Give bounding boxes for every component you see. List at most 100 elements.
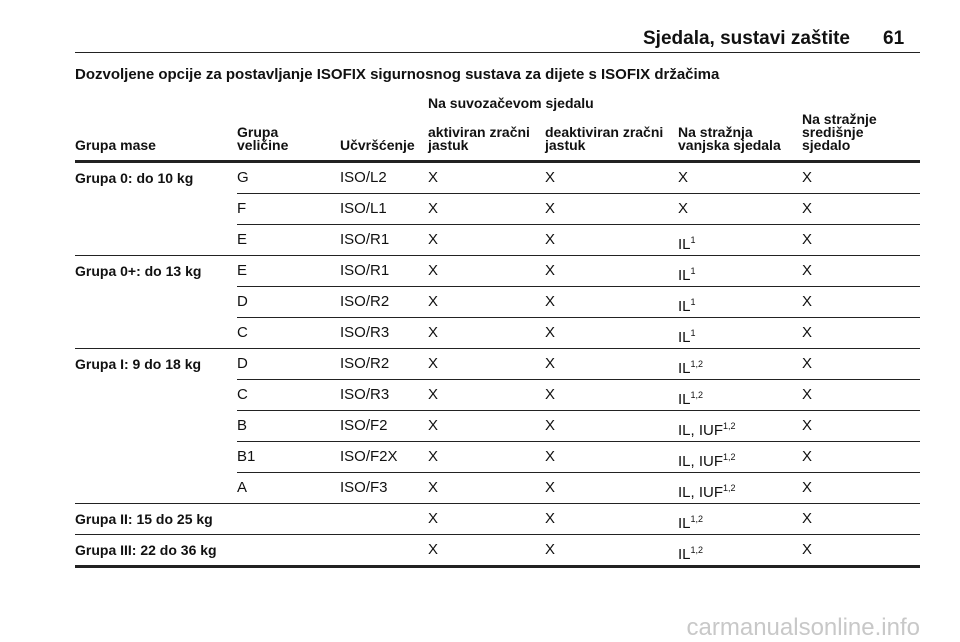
table-cell: X (802, 293, 813, 310)
table-cell: C (237, 386, 248, 403)
table-cell: X (545, 541, 556, 558)
table-cell: X (428, 262, 439, 279)
footnote-ref: 1,2 (723, 421, 736, 431)
cell-text: IL, IUF (678, 422, 724, 439)
table-cell: ISO/R3 (340, 324, 390, 341)
table-cell: E (237, 231, 248, 248)
column-header: Na stražnje središnje sjedalo (802, 111, 877, 153)
group-name: Grupa III: 22 do 36 kg (75, 542, 217, 558)
table-cell: X (545, 200, 556, 217)
table-cell: ISO/R1 (340, 231, 390, 248)
table-cell: E (237, 262, 248, 279)
table-cell: X (428, 386, 439, 403)
table-cell: X (545, 417, 556, 434)
table-cell: ISO/F3 (340, 479, 388, 496)
row-rule (237, 379, 920, 380)
table-cell: IL1,2 (678, 541, 703, 564)
column-header: Grupa mase (75, 137, 156, 153)
footnote-ref: 1,2 (723, 452, 736, 462)
row-rule (237, 472, 920, 473)
column-header: Na stražnja vanjska sjedala (678, 124, 781, 153)
table-cell: X (428, 510, 439, 527)
row-rule (237, 410, 920, 411)
column-header: aktiviran zračni jastuk (428, 124, 530, 153)
table-cell: X (802, 541, 813, 558)
table-cell: ISO/L1 (340, 200, 387, 217)
column-header: Učvršćenje (340, 137, 415, 153)
cell-text: IL (678, 329, 691, 346)
footnote-ref: 1,2 (690, 390, 704, 400)
table-cell: X (545, 293, 556, 310)
table-cell: X (428, 293, 439, 310)
table-cell: X (802, 262, 813, 279)
table-bottom-rule (75, 565, 920, 568)
table-cell: IL1 (678, 324, 696, 347)
cell-text: IL (678, 236, 691, 253)
table-cell: D (237, 293, 248, 310)
table-cell: X (802, 169, 813, 186)
footnote-ref: 1,2 (690, 359, 704, 369)
table-cell: IL1,2 (678, 355, 703, 378)
table-cell: IL1 (678, 231, 696, 254)
table-cell: IL, IUF1,2 (678, 417, 736, 440)
table-cell: X (545, 448, 556, 465)
group-name: Grupa II: 15 do 25 kg (75, 511, 213, 527)
footnote-ref: 1 (690, 266, 696, 276)
table-cell: X (428, 355, 439, 372)
page-number: 61 (883, 28, 905, 49)
column-header: Grupa veličine (237, 124, 289, 153)
table-title: Dozvoljene opcije za postavljanje ISOFIX… (75, 66, 720, 83)
row-rule (75, 534, 920, 535)
footnote-ref: 1,2 (690, 545, 704, 555)
table-cell: X (545, 324, 556, 341)
footnote-ref: 1 (690, 235, 696, 245)
cell-text: IL (678, 360, 691, 377)
group-name: Grupa 0: do 10 kg (75, 170, 194, 186)
table-cell: X (678, 169, 689, 186)
table-cell: X (802, 386, 813, 403)
table-cell: A (237, 479, 248, 496)
row-rule (237, 317, 920, 318)
cell-text: IL (678, 391, 691, 408)
table-cell: X (428, 324, 439, 341)
cell-text: IL (678, 515, 691, 532)
header-rule-thick (75, 160, 920, 163)
table-cell: X (545, 386, 556, 403)
table-cell: X (545, 169, 556, 186)
table-cell: IL1 (678, 293, 696, 316)
row-rule (237, 193, 920, 194)
table-cell: X (428, 448, 439, 465)
table-cell: F (237, 200, 247, 217)
cell-text: IL, IUF (678, 484, 724, 501)
group-name: Grupa I: 9 do 18 kg (75, 356, 202, 372)
table-cell: D (237, 355, 248, 372)
table-cell: X (545, 262, 556, 279)
row-rule (75, 255, 920, 256)
table-cell: X (428, 200, 439, 217)
table-cell: X (802, 479, 813, 496)
header-rule (75, 52, 920, 53)
table-cell: X (802, 448, 813, 465)
table-cell: ISO/F2 (340, 417, 388, 434)
table-cell: X (802, 200, 813, 217)
table-cell: C (237, 324, 248, 341)
table-cell: G (237, 169, 249, 186)
footnote-ref: 1 (690, 297, 696, 307)
footnote-ref: 1,2 (723, 483, 736, 493)
cell-text: IL (678, 267, 691, 284)
table-cell: B (237, 417, 248, 434)
table-cell: X (802, 231, 813, 248)
table-cell: X (428, 541, 439, 558)
row-rule (237, 286, 920, 287)
cell-text: IL (678, 546, 691, 563)
footnote-ref: 1 (690, 328, 696, 338)
table-cell: ISO/L2 (340, 169, 387, 186)
cell-text: IL, IUF (678, 453, 724, 470)
table-cell: X (545, 231, 556, 248)
table-cell: IL, IUF1,2 (678, 479, 736, 502)
table-cell: ISO/F2X (340, 448, 398, 465)
table-cell: X (545, 479, 556, 496)
table-cell: ISO/R2 (340, 293, 390, 310)
watermark: carmanualsonline.info (686, 614, 920, 641)
